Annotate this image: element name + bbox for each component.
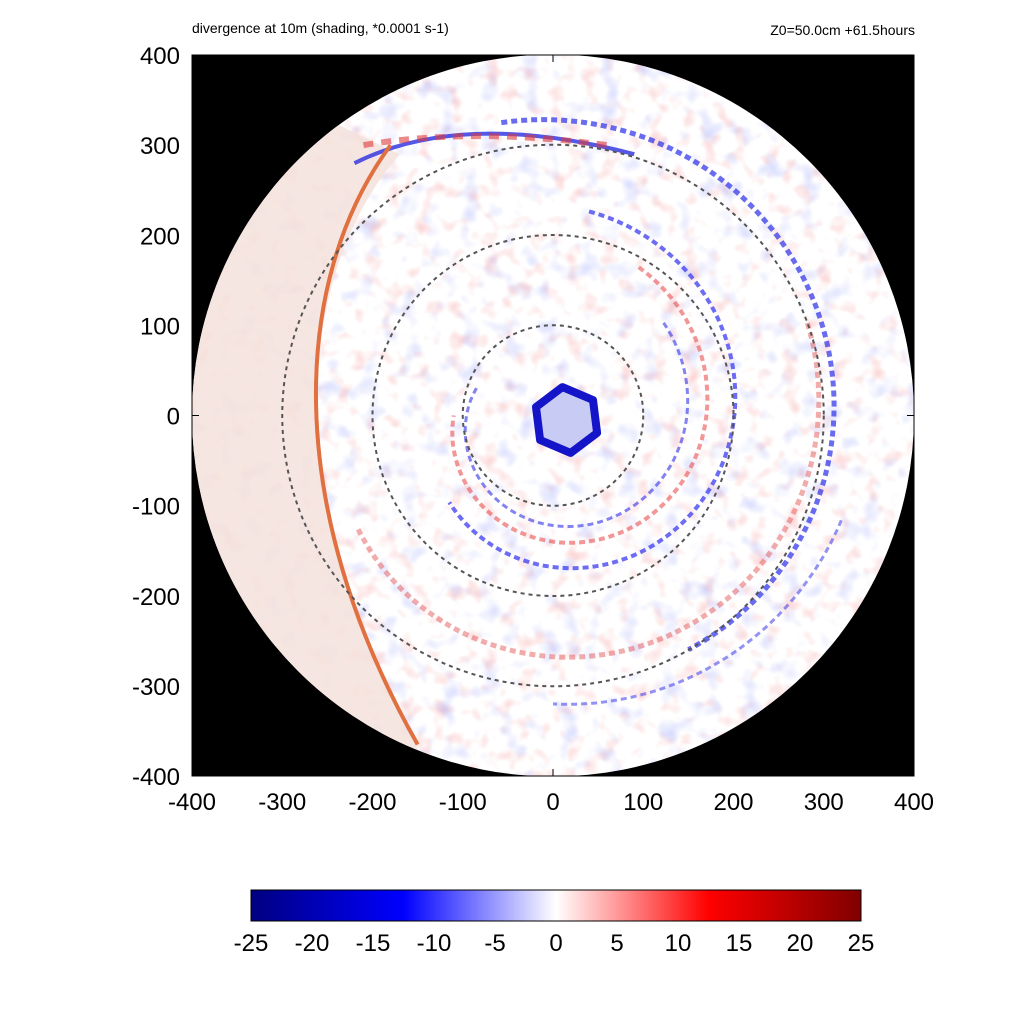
- y-tick-label: -100: [132, 494, 180, 521]
- colorbar-tick-label: -15: [356, 930, 391, 957]
- colorbar-tick-label: 15: [726, 930, 753, 957]
- spiral-band: [362, 133, 608, 149]
- reference-circle: [371, 234, 735, 597]
- colorbar-tick-label: 25: [848, 930, 875, 957]
- x-tick-label: 300: [804, 789, 844, 816]
- colorbar-tick-label: -10: [417, 930, 452, 957]
- y-tick-label: 100: [140, 313, 180, 340]
- colorbar-gradient: [250, 889, 862, 922]
- colorbar: -25 -20 -15 -10 -5 0 5 10 15 20 25: [234, 889, 875, 957]
- colorbar-tick-label: -20: [295, 930, 330, 957]
- x-axis: -400 -300 -200 -100 0 100 200 300 400: [168, 55, 934, 816]
- spiral-band: [552, 519, 843, 706]
- spiral-band: [447, 209, 738, 571]
- y-tick-label: -200: [132, 584, 180, 611]
- x-tick-label: 100: [623, 789, 663, 816]
- chart-subtitle: Z0=50.0cm +61.5hours: [770, 22, 915, 38]
- x-tick-label: -300: [258, 789, 306, 816]
- divergence-field: [192, 54, 914, 777]
- y-axis: -400 -300 -200 -100 0 100 200 300 400: [132, 43, 914, 791]
- colorbar-ticks: -25 -20 -15 -10 -5 0 5 10 15 20 25: [234, 930, 875, 957]
- colorbar-tick-label: 10: [665, 930, 692, 957]
- y-tick-label: -400: [132, 764, 180, 791]
- x-tick-label: -400: [168, 789, 216, 816]
- x-tick-label: -200: [348, 789, 396, 816]
- spiral-band: [355, 322, 822, 660]
- chart-title: divergence at 10m (shading, *0.0001 s-1): [192, 20, 449, 36]
- colorbar-tick-label: 20: [787, 930, 814, 957]
- spiral-band: [463, 321, 690, 529]
- x-tick-label: 0: [546, 789, 559, 816]
- y-tick-label: 300: [140, 133, 180, 160]
- y-tick-label: 200: [140, 223, 180, 250]
- reference-circle: [281, 143, 825, 688]
- west-sector-shading: [192, 55, 418, 776]
- convergence-line: [314, 143, 420, 746]
- reference-circle: [461, 324, 645, 507]
- y-tick-label: -300: [132, 674, 180, 701]
- x-tick-label: 200: [713, 789, 753, 816]
- eyewall-convergence-ring: [532, 383, 602, 457]
- x-tick-label: 400: [894, 789, 934, 816]
- colorbar-tick-label: -25: [234, 930, 269, 957]
- reference-circles: [281, 143, 825, 688]
- spiral-band: [450, 265, 710, 545]
- plot-area: -400 -300 -200 -100 0 100 200 300 400 -400 -300 -2…: [132, 43, 934, 816]
- y-tick-label: 0: [167, 404, 180, 431]
- colorbar-tick-label: -5: [484, 930, 505, 957]
- x-tick-label: -100: [439, 789, 487, 816]
- y-tick-label: 400: [140, 43, 180, 70]
- colorbar-tick-label: 5: [610, 930, 623, 957]
- colorbar-tick-label: 0: [549, 930, 562, 957]
